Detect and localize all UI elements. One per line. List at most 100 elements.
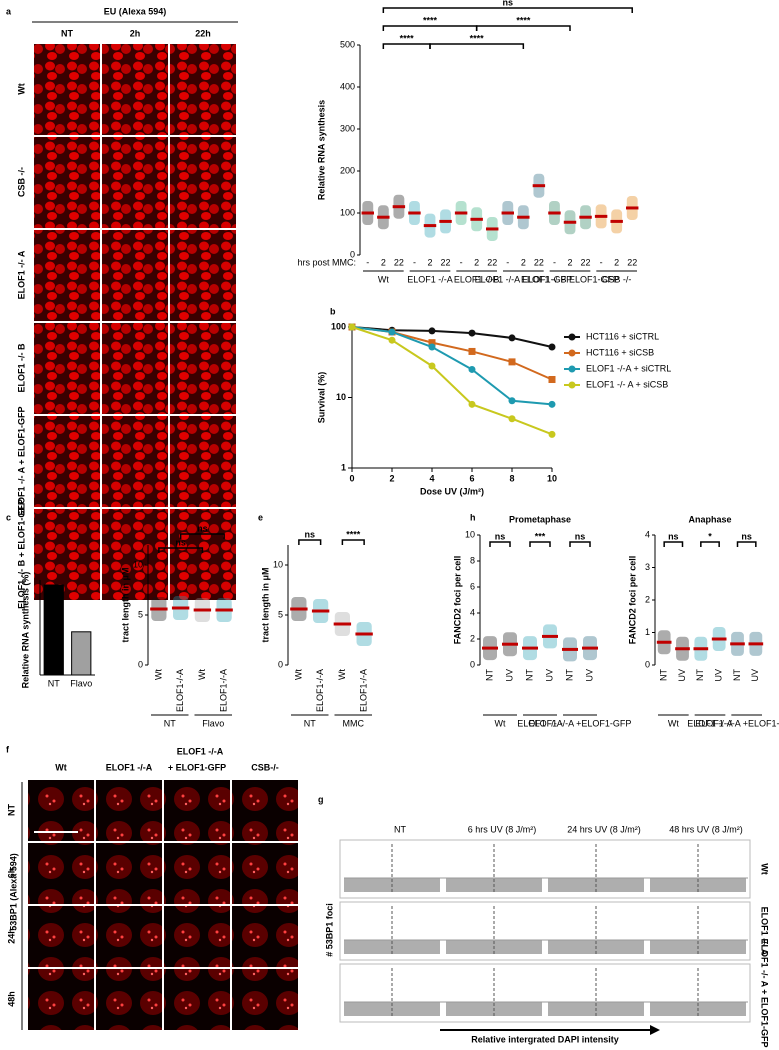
image-row-label: 48h <box>6 991 16 1007</box>
significance-bracket <box>429 43 525 49</box>
micrograph <box>232 906 298 967</box>
micrograph <box>164 906 230 967</box>
image-row-label: ELOF1 -/- A + ELOF1-GFP <box>16 406 26 515</box>
x-tick-label: UV <box>584 669 594 682</box>
series-marker <box>428 327 436 335</box>
significance-bracket <box>736 541 757 547</box>
significance-label: ns <box>668 531 679 541</box>
series-marker <box>508 415 516 423</box>
y-tick-label: 1 <box>341 462 346 472</box>
micrograph <box>28 969 94 1030</box>
y-tick-label: 5 <box>278 609 283 619</box>
y-tick-label: 0 <box>645 659 650 669</box>
y-tick-label: 500 <box>340 39 355 49</box>
micrograph <box>170 230 236 321</box>
series-marker <box>468 400 476 408</box>
y-tick-label: 3 <box>645 562 650 572</box>
x-tick-label: UV <box>714 669 724 682</box>
y-tick-label: 2 <box>470 633 475 643</box>
micrograph <box>96 969 162 1030</box>
series-marker <box>508 334 516 342</box>
bar <box>71 631 92 676</box>
significance-label: ns <box>175 537 186 547</box>
image-row-label: ELOF1 -/- B + ELOF1-GFP <box>16 499 26 609</box>
group-label: Wt <box>495 718 506 728</box>
y-axis-label: FANCD2 foci per cell <box>452 556 462 645</box>
panel-row-label: Wt <box>760 863 770 875</box>
x-tick-label: NT <box>524 669 534 681</box>
significance-bracket <box>179 533 225 539</box>
significance-bracket <box>489 541 511 547</box>
legend-label: HCT116 + siCTRL <box>586 331 659 341</box>
series-marker <box>428 362 436 370</box>
x-tick-label: NT <box>659 669 669 681</box>
x-tick-label: 2 <box>389 473 394 483</box>
y-tick-label: 8 <box>470 555 475 565</box>
series-marker <box>388 328 396 336</box>
significance-bracket <box>529 541 551 547</box>
series-marker <box>388 336 396 344</box>
micrograph <box>232 780 298 841</box>
y-tick-label: 0 <box>138 659 143 669</box>
arrow-head <box>650 1025 660 1035</box>
panel-ylabel: # 53BP1 foci <box>324 903 334 957</box>
micrograph <box>232 969 298 1030</box>
y-tick-label: 0 <box>350 249 355 259</box>
y-tick-label: 1 <box>645 627 650 637</box>
chart-title: Anaphase <box>688 514 731 524</box>
micrograph <box>96 906 162 967</box>
panel-letter: b <box>330 306 336 316</box>
y-tick-label: 10 <box>273 559 283 569</box>
significance-bracket <box>382 43 431 49</box>
micrograph <box>232 843 298 904</box>
legend-marker <box>568 349 576 357</box>
image-row-label: ELOF1 -/- A <box>16 250 26 299</box>
x-tick-label: - <box>366 257 369 267</box>
panel-column-label: 6 hrs UV (8 J/m²) <box>468 824 537 834</box>
group-label: CSB -/- <box>602 274 632 284</box>
significance-bracket <box>663 541 684 547</box>
micrograph <box>96 843 162 904</box>
y-tick-label: 400 <box>340 81 355 91</box>
series-marker <box>428 343 436 351</box>
significance-label: * <box>708 531 712 541</box>
x-tick-label: UV <box>504 669 514 682</box>
group-label: ELOF1 -/-A <box>687 718 733 728</box>
panel-row-label: ELOF1 -/- A <box>760 907 770 956</box>
x-tick-label: UV <box>677 669 687 682</box>
image-row-label: 6h <box>6 868 16 879</box>
significance-label: *** <box>535 531 546 541</box>
x-tick-label: - <box>506 257 509 267</box>
significance-bracket <box>341 539 365 545</box>
micrograph <box>102 416 168 507</box>
series-marker <box>548 343 556 351</box>
image-row-label: CSB -/- <box>16 167 26 197</box>
significance-label: ns <box>304 529 315 539</box>
y-tick-label: 0 <box>470 659 475 669</box>
x-tick-label: 22 <box>534 257 544 267</box>
micrograph <box>34 137 100 228</box>
significance-label: **** <box>346 529 361 539</box>
significance-bracket <box>700 541 720 547</box>
y-tick-label: 100 <box>331 321 346 331</box>
significance-label: **** <box>400 33 415 43</box>
significance-label: ns <box>197 523 208 533</box>
y-tick-label: 100 <box>340 207 355 217</box>
micrograph <box>102 230 168 321</box>
x-tick-label: 2 <box>567 257 572 267</box>
group-label: ELOF1 -/-A <box>517 718 563 728</box>
image-column-label: 22h <box>195 28 211 38</box>
micrograph <box>28 780 94 841</box>
series-marker <box>468 365 476 373</box>
significance-label: ns <box>503 0 514 7</box>
micrograph <box>28 843 94 904</box>
panel-column-label: 24 hrs UV (8 J/m²) <box>567 824 641 834</box>
significance-label: ns <box>495 531 506 541</box>
group-label: ELOF1 -/-A +ELOF1-GFP <box>695 718 779 728</box>
x-tick-label: 0 <box>349 473 354 483</box>
significance-bracket <box>158 547 204 553</box>
micrograph <box>164 843 230 904</box>
image-column-label: NT <box>61 28 73 38</box>
